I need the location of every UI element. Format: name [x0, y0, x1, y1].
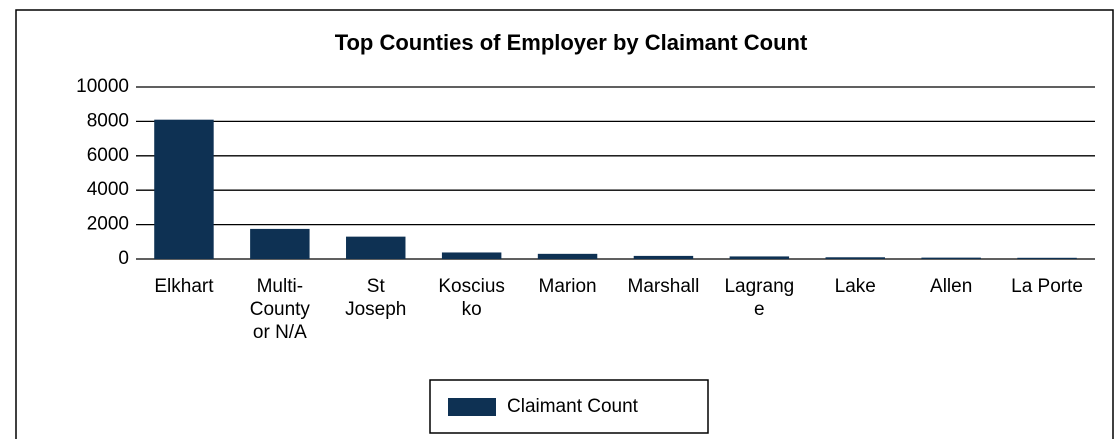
x-tick-label-line: Lake: [835, 276, 876, 297]
x-tick-label-line: Koscius: [438, 276, 505, 297]
x-tick-label-line: or N/A: [253, 322, 307, 343]
bar: [154, 119, 214, 260]
bar: [537, 253, 598, 259]
bar: [441, 252, 502, 259]
x-tick-label-line: Multi-: [257, 276, 303, 297]
x-tick-label-line: e: [754, 299, 765, 320]
y-tick-label: 6000: [87, 145, 129, 166]
legend-box: [429, 379, 709, 434]
y-tick-label: 10000: [76, 76, 129, 97]
x-tick-label: Koscius ko: [438, 276, 505, 320]
bar: [921, 257, 981, 259]
x-tick-label-line: Allen: [930, 276, 972, 297]
x-tick-label-line: La Porte: [1011, 276, 1083, 297]
x-tick-label-line: Marion: [539, 276, 597, 297]
bar: [729, 256, 790, 259]
chart-title: Top Counties of Employer by Claimant Cou…: [335, 30, 808, 55]
x-tick-label-line: St: [367, 276, 386, 297]
y-tick-label: 2000: [87, 214, 129, 235]
x-tick-label-line: Elkhart: [154, 276, 214, 297]
x-tick-label: Marion: [539, 276, 597, 297]
x-tick-label-line: County: [250, 299, 311, 320]
bar: [250, 228, 310, 259]
x-tick-label: Elkhart: [154, 276, 214, 297]
x-tick-label: Marshall: [628, 276, 700, 297]
bar: [1017, 257, 1077, 259]
x-tick-label: La Porte: [1011, 276, 1083, 297]
bar: [346, 236, 406, 259]
y-tick-label: 0: [118, 248, 129, 269]
x-tick-label-line: Joseph: [345, 299, 406, 320]
x-tick-label: Allen: [930, 276, 972, 297]
x-tick-label: Lake: [835, 276, 876, 297]
legend-label: Claimant Count: [507, 396, 639, 417]
y-tick-label: 4000: [87, 179, 129, 200]
x-tick-label-line: Marshall: [628, 276, 700, 297]
x-tick-label-line: Lagrang: [724, 276, 794, 297]
x-tick-label: Lagrang e: [724, 276, 794, 320]
legend-swatch: [448, 398, 496, 416]
x-tick-label: Multi-County or N/A: [250, 276, 311, 343]
x-tick-label: St Joseph: [345, 276, 406, 320]
y-tick-label: 8000: [87, 110, 129, 131]
x-tick-label-line: ko: [462, 299, 482, 320]
bar: [633, 255, 694, 259]
bar: [825, 257, 885, 259]
